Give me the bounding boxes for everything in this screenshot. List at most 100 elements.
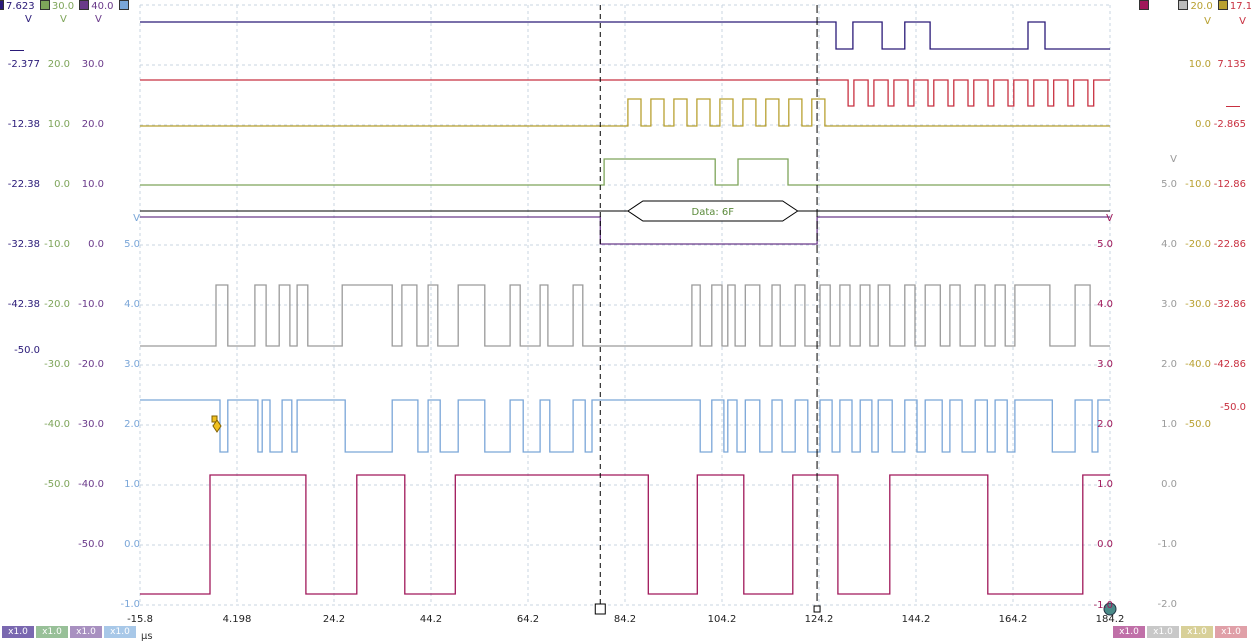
scale-tick: -30.0 (78, 419, 104, 430)
scale-tick: -32.38 (7, 239, 40, 250)
scale-tick: 4.0 (124, 299, 140, 310)
ch-magenta-swatch[interactable] (1139, 0, 1149, 10)
unit-label: V (133, 213, 140, 224)
scale-tick: -1.0 (1157, 539, 1177, 550)
trace-red (140, 79, 1110, 107)
x-tick-label: 164.2 (998, 614, 1028, 625)
unit-label: V (1106, 213, 1113, 224)
channel-gain-badge[interactable]: x1.0 (70, 626, 102, 638)
ch3-swatch[interactable] (79, 0, 90, 10)
x-tick-label: 144.2 (901, 614, 931, 625)
scale-tick: 2.0 (124, 419, 140, 430)
ch1-scale: 7.623 (6, 1, 35, 12)
scale-tick: -20.0 (78, 359, 104, 370)
scale-tick: -50.0 (1185, 419, 1211, 430)
unit-label: V (1239, 16, 1246, 27)
scale-tick: -10.0 (78, 299, 104, 310)
ch-yellow-swatch[interactable] (1217, 0, 1228, 10)
scale-tick: 5.0 (1097, 239, 1113, 250)
x-tick-label: 64.2 (516, 614, 540, 625)
x-tick-label: 44.2 (419, 614, 443, 625)
scale-tick: -40.0 (1185, 359, 1211, 370)
channel-gain-badge[interactable]: x1.0 (1147, 626, 1179, 638)
bus-decode-label: Data: 6F (692, 207, 735, 218)
scale-tick: -20.0 (1185, 239, 1211, 250)
scale-tick: -40.0 (78, 479, 104, 490)
scale-tick: 0.0 (54, 179, 70, 190)
scale-tick: 1.0 (1097, 479, 1113, 490)
scale-tick: 5.0 (124, 239, 140, 250)
scale-tick: -42.86 (1213, 359, 1246, 370)
scale-tick: 3.0 (1161, 299, 1177, 310)
x-tick-label: -15.8 (127, 614, 153, 625)
scale-tick: 10.0 (1188, 59, 1211, 70)
scale-tick: -30.0 (44, 359, 70, 370)
trigger-marker (211, 415, 218, 423)
unit-label: V (1204, 16, 1211, 27)
x-tick-label: 4.198 (222, 614, 252, 625)
scale-tick: 2.0 (1161, 359, 1177, 370)
channel-gain-badge[interactable]: x1.0 (1181, 626, 1213, 638)
timebase-end-handle[interactable] (1103, 602, 1117, 616)
scale-tick: -32.86 (1213, 299, 1246, 310)
trace-ch1 (140, 21, 1110, 50)
scale-tick: 0.0 (1195, 119, 1211, 130)
scale-tick: 0.0 (124, 539, 140, 550)
ch2-swatch[interactable] (39, 0, 50, 10)
scale-tick: 7.135 (1217, 59, 1246, 70)
ch-yellow-scale: 17.14 (1229, 1, 1251, 12)
scale-tick: -1.0 (1093, 600, 1113, 611)
scale-tick: 30.0 (81, 59, 104, 70)
trace-green (140, 158, 1110, 186)
scale-tick: 3.0 (1097, 359, 1113, 370)
scale-tick: 0.0 (1161, 479, 1177, 490)
x-unit: µs (141, 631, 153, 642)
trace-magenta (140, 474, 1110, 595)
x-tick-label: 184.2 (1095, 614, 1125, 625)
scale-tick: -20.0 (44, 299, 70, 310)
scale-tick: -2.0 (1157, 599, 1177, 610)
scale-tick: -22.86 (1213, 239, 1246, 250)
ch-gray-scale: 20.0 (1190, 1, 1213, 12)
scale-tick: 4.0 (1161, 239, 1177, 250)
scale-tick: -50.0 (14, 345, 40, 356)
ch2-scale: 30.0 (51, 1, 75, 12)
x-tick-label: 84.2 (613, 614, 637, 625)
scale-tick: -2.865 (1213, 119, 1246, 130)
x-tick-label: 124.2 (804, 614, 834, 625)
scale-tick: -42.38 (7, 299, 40, 310)
scale-tick: 5.0 (1161, 179, 1177, 190)
cursor-handle[interactable] (813, 605, 821, 613)
scale-tick: 1.0 (1161, 419, 1177, 430)
channel-gain-badge[interactable]: x1.0 (104, 626, 136, 638)
scale-tick: 4.0 (1097, 299, 1113, 310)
scale-tick: 20.0 (47, 59, 70, 70)
scale-tick: 3.0 (124, 359, 140, 370)
scale-tick: 0.0 (1097, 539, 1113, 550)
bus-decode-frame (627, 200, 799, 222)
scale-tick: -50.0 (78, 539, 104, 550)
ch1-swatch[interactable] (0, 0, 4, 10)
channel-gain-badge[interactable]: x1.0 (36, 626, 68, 638)
ch4-swatch[interactable] (118, 0, 129, 10)
trace-gray (140, 284, 1110, 347)
scale-tick: -22.38 (7, 179, 40, 190)
header-right: 20.0 17.14 (1137, 0, 1251, 13)
scale-tick: -10.0 (1185, 179, 1211, 190)
channel-gain-badge[interactable]: x1.0 (2, 626, 34, 638)
ch-gray-swatch[interactable] (1178, 0, 1189, 10)
scale-tick: -10.0 (44, 239, 70, 250)
scale-tick: 0.0 (88, 239, 104, 250)
scale-tick: -2.377 (7, 59, 40, 70)
channel-gain-badge[interactable]: x1.0 (1215, 626, 1247, 638)
cursor-handle[interactable] (594, 603, 606, 615)
trigger-level-icon[interactable] (212, 419, 222, 433)
x-tick-label: 24.2 (322, 614, 346, 625)
x-tick-label: 104.2 (707, 614, 737, 625)
ch3-scale: 40.0 (91, 1, 114, 12)
scale-tick: -40.0 (44, 419, 70, 430)
offset-marker (10, 50, 24, 51)
channel-gain-badge[interactable]: x1.0 (1113, 626, 1145, 638)
unit-label: V (95, 14, 102, 25)
